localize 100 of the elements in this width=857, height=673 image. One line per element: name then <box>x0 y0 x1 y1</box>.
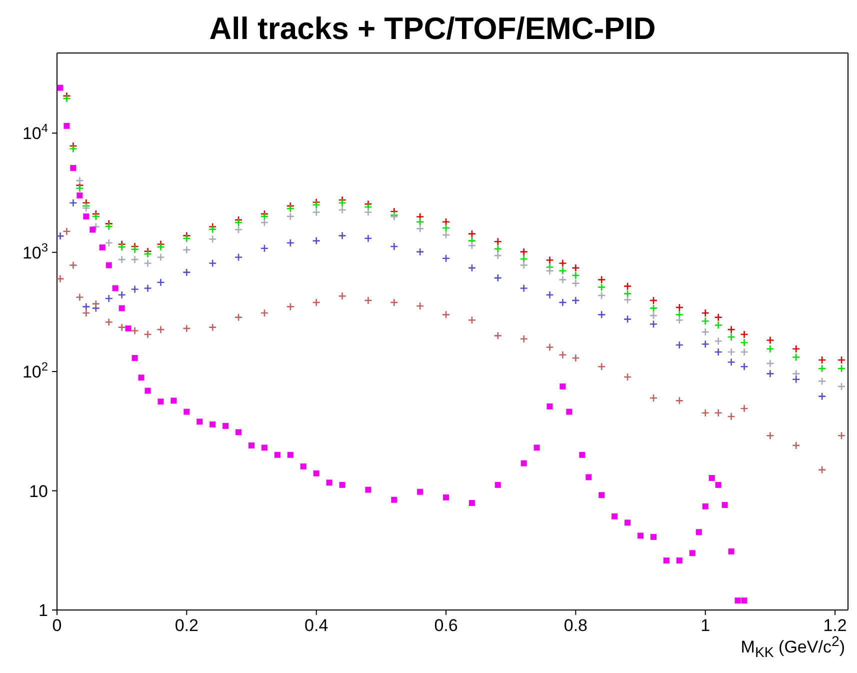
point <box>158 398 164 405</box>
point <box>138 374 144 381</box>
point <box>104 238 114 248</box>
point <box>69 261 78 270</box>
point <box>130 326 139 335</box>
point <box>468 316 476 324</box>
point <box>442 230 450 240</box>
point <box>274 452 280 458</box>
point <box>364 202 372 212</box>
point <box>234 313 243 322</box>
point <box>714 336 722 346</box>
point <box>312 236 320 245</box>
point <box>130 245 139 254</box>
point <box>597 276 606 284</box>
point <box>64 122 70 129</box>
point <box>300 463 306 470</box>
point <box>248 442 255 448</box>
point <box>558 259 567 268</box>
point <box>118 290 126 299</box>
point <box>701 340 710 348</box>
point <box>597 291 606 300</box>
point <box>364 296 372 305</box>
point <box>766 359 774 368</box>
point <box>701 316 710 326</box>
point <box>260 218 269 227</box>
point <box>104 318 114 326</box>
point <box>125 325 132 332</box>
point <box>722 502 728 508</box>
point <box>144 330 152 339</box>
point <box>208 225 217 234</box>
point <box>649 296 658 305</box>
point <box>82 308 90 318</box>
point <box>734 598 741 604</box>
point <box>57 232 64 240</box>
x-tick-label: 1 <box>700 616 710 635</box>
point <box>118 305 125 312</box>
point <box>572 279 580 288</box>
point <box>727 358 736 366</box>
point <box>390 298 398 307</box>
point <box>663 558 670 564</box>
point <box>818 466 826 474</box>
point <box>494 251 502 260</box>
point <box>156 242 165 252</box>
point <box>546 403 553 410</box>
point <box>365 486 372 493</box>
point <box>416 218 424 226</box>
point <box>818 364 826 373</box>
point <box>676 558 682 564</box>
point <box>546 290 554 299</box>
point <box>118 323 126 332</box>
point <box>416 248 424 256</box>
point <box>837 356 846 364</box>
point <box>57 84 64 91</box>
point <box>468 230 476 238</box>
point <box>156 253 165 262</box>
point <box>338 232 346 240</box>
point <box>62 227 71 236</box>
point <box>623 372 632 382</box>
point <box>236 429 242 436</box>
point <box>468 264 476 272</box>
point <box>560 383 566 390</box>
point <box>714 313 722 322</box>
point <box>130 285 139 294</box>
point <box>520 261 528 270</box>
point <box>144 388 151 394</box>
point <box>70 164 76 171</box>
point <box>597 310 606 319</box>
point <box>234 218 243 227</box>
point <box>546 266 554 275</box>
point <box>520 334 528 344</box>
point <box>286 204 295 213</box>
point <box>597 362 606 371</box>
point <box>69 198 78 208</box>
point <box>260 212 269 221</box>
point <box>766 432 774 440</box>
point <box>260 308 269 318</box>
y-tick-label: 10$^{3}$ <box>22 240 48 262</box>
point <box>104 294 114 303</box>
point <box>417 488 424 495</box>
point <box>442 218 450 226</box>
point <box>364 208 372 216</box>
point <box>623 296 632 304</box>
point <box>494 332 502 340</box>
point <box>558 350 567 360</box>
x-axis-title: M$_{KK}$ (GeV/c$^{2}$) <box>740 634 846 662</box>
point <box>182 246 191 254</box>
point <box>598 492 605 498</box>
x-tick-label: 1.2 <box>823 616 847 635</box>
point <box>792 344 800 354</box>
point <box>286 238 295 248</box>
point <box>468 241 476 250</box>
point <box>701 408 710 418</box>
point <box>99 244 106 250</box>
point <box>792 353 800 362</box>
point <box>76 293 84 302</box>
point <box>837 364 846 373</box>
point <box>76 184 84 192</box>
point <box>326 480 332 486</box>
point <box>312 298 320 307</box>
y-tick-label: 10 <box>29 482 48 501</box>
